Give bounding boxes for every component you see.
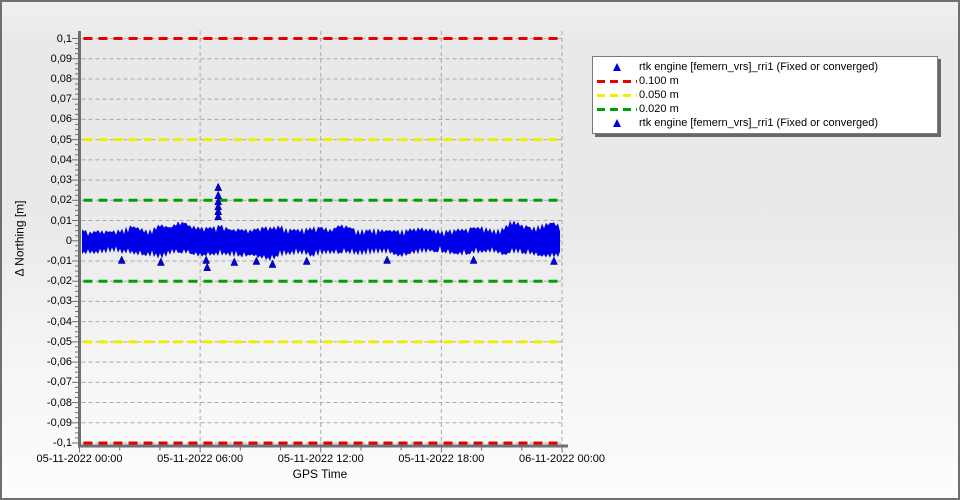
- legend[interactable]: rtk engine [femern_vrs]_rri1 (Fixed or c…: [592, 56, 938, 134]
- y-tick-label: -0,03: [46, 295, 72, 308]
- y-tick-label: -0,06: [46, 356, 72, 369]
- legend-marker-dashes: [595, 79, 639, 83]
- y-tick-label: 0,1: [56, 32, 72, 45]
- y-tick-label: 0,09: [50, 52, 72, 65]
- y-tick-label: -0,04: [46, 315, 72, 328]
- legend-item-label: 0.100 m: [639, 74, 679, 87]
- y-tick-label: -0,09: [46, 416, 72, 429]
- y-tick-label: -0,01: [46, 254, 72, 267]
- x-tick-label: 05-11-2022 06:00: [157, 453, 244, 465]
- y-tick-label: 0,03: [50, 174, 72, 187]
- legend-item-label: 0.050 m: [639, 88, 679, 101]
- y-tick-label: 0,04: [50, 153, 72, 166]
- legend-item[interactable]: rtk engine [femern_vrs]_rri1 (Fixed or c…: [595, 61, 935, 74]
- legend-marker-dashes: [595, 107, 639, 111]
- x-tick-label: 05-11-2022 00:00: [36, 453, 123, 465]
- y-tick-label: -0,08: [46, 396, 72, 409]
- triangle-marker-icon: [613, 119, 621, 127]
- y-tick-label: -0,05: [46, 335, 72, 348]
- legend-marker-triangle: [595, 119, 639, 127]
- x-axis-title: GPS Time: [292, 467, 348, 481]
- y-tick-label: -0,07: [46, 376, 72, 389]
- y-tick-label: 0,06: [50, 113, 72, 126]
- legend-marker-dashes: [595, 93, 639, 97]
- y-tick-label: 0,07: [50, 93, 72, 106]
- legend-item[interactable]: 0.020 m: [595, 103, 935, 116]
- legend-item[interactable]: rtk engine [femern_vrs]_rri1 (Fixed or c…: [595, 117, 935, 130]
- y-tick-label: -0,02: [46, 275, 72, 288]
- legend-item[interactable]: 0.050 m: [595, 89, 935, 102]
- legend-item-label: rtk engine [femern_vrs]_rri1 (Fixed or c…: [639, 116, 879, 129]
- y-axis-title: Δ Northing [m]: [12, 200, 27, 277]
- dashed-line-marker-icon: [597, 79, 637, 83]
- legend-item-label: 0.020 m: [639, 102, 679, 115]
- dashed-line-marker-icon: [597, 107, 637, 111]
- legend-item[interactable]: 0.100 m: [595, 75, 935, 88]
- y-tick-label: 0,08: [50, 72, 72, 85]
- x-tick-label: 06-11-2022 00:00: [518, 453, 606, 465]
- x-tick-label: 05-11-2022 12:00: [277, 453, 364, 465]
- y-tick-label: 0,02: [50, 194, 72, 207]
- y-tick-label: 0: [65, 234, 72, 247]
- triangle-marker-icon: [613, 63, 621, 71]
- y-tick-label: 0,05: [50, 133, 72, 146]
- legend-marker-triangle: [595, 63, 639, 71]
- y-tick-label: -0,1: [53, 437, 72, 449]
- y-tick-label: 0,01: [50, 214, 72, 227]
- x-tick-label: 05-11-2022 18:00: [398, 453, 485, 465]
- dashed-line-marker-icon: [597, 93, 637, 97]
- legend-item-label: rtk engine [femern_vrs]_rri1 (Fixed or c…: [639, 60, 879, 73]
